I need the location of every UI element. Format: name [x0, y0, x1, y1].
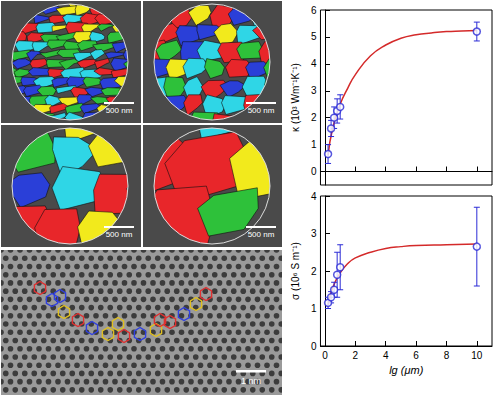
svg-text:0: 0 [311, 166, 317, 177]
svg-text:500 nm: 500 nm [248, 230, 275, 239]
svg-text:σ (10⁶ S m⁻¹): σ (10⁶ S m⁻¹) [290, 242, 301, 300]
svg-text:2: 2 [311, 112, 317, 123]
svg-text:1: 1 [311, 303, 317, 314]
svg-text:6: 6 [413, 350, 419, 361]
svg-text:500 nm: 500 nm [248, 106, 275, 115]
svg-text:2: 2 [311, 266, 317, 277]
svg-text:0: 0 [311, 341, 317, 352]
svg-text:1: 1 [311, 139, 317, 150]
svg-text:3: 3 [311, 85, 317, 96]
svg-text:4: 4 [311, 191, 317, 202]
svg-text:8: 8 [444, 350, 450, 361]
svg-text:4: 4 [383, 350, 389, 361]
svg-text:10: 10 [471, 350, 483, 361]
svg-text:3: 3 [311, 228, 317, 239]
svg-text:500 nm: 500 nm [106, 230, 133, 239]
svg-text:6: 6 [311, 5, 317, 16]
svg-text:lg (μm): lg (μm) [389, 364, 423, 376]
svg-text:0: 0 [322, 350, 328, 361]
svg-text:κ (10³ Wm⁻¹K⁻¹): κ (10³ Wm⁻¹K⁻¹) [290, 63, 301, 132]
svg-text:500 nm: 500 nm [106, 106, 133, 115]
svg-text:1 nm: 1 nm [241, 376, 261, 386]
svg-text:2: 2 [353, 350, 359, 361]
svg-text:4: 4 [311, 58, 317, 69]
svg-text:5: 5 [311, 31, 317, 42]
